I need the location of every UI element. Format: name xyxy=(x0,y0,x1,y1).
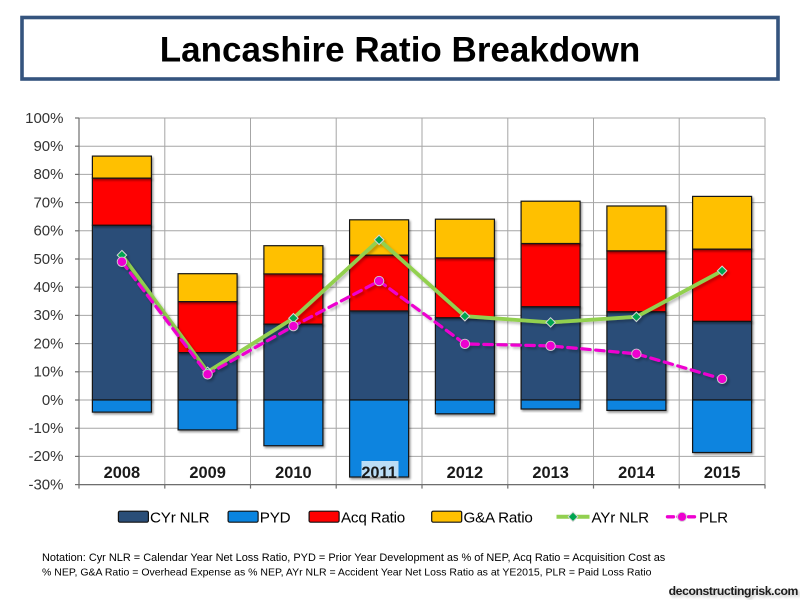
svg-text:CYr NLR: CYr NLR xyxy=(150,509,210,526)
svg-text:90%: 90% xyxy=(33,138,63,155)
svg-text:80%: 80% xyxy=(33,166,63,183)
svg-text:40%: 40% xyxy=(33,279,63,296)
svg-text:Acq Ratio: Acq Ratio xyxy=(341,509,405,526)
svg-text:2009: 2009 xyxy=(189,464,225,482)
svg-text:2010: 2010 xyxy=(275,464,311,482)
svg-text:-20%: -20% xyxy=(28,448,63,465)
svg-text:% NEP, G&A Ratio = Overhead Ex: % NEP, G&A Ratio = Overhead Expense as %… xyxy=(42,567,652,579)
svg-text:deconstructingrisk.com: deconstructingrisk.com xyxy=(669,584,799,598)
svg-text:2011: 2011 xyxy=(361,464,397,482)
svg-text:0%: 0% xyxy=(42,392,64,409)
svg-text:-10%: -10% xyxy=(28,420,63,437)
svg-text:50%: 50% xyxy=(33,251,63,268)
svg-text:2015: 2015 xyxy=(704,464,740,482)
svg-text:PLR: PLR xyxy=(699,509,728,526)
svg-text:Notation: Cyr NLR = Calendar Y: Notation: Cyr NLR = Calendar Year Net Lo… xyxy=(42,552,666,564)
svg-text:Lancashire Ratio Breakdown: Lancashire Ratio Breakdown xyxy=(160,31,640,70)
svg-text:100%: 100% xyxy=(25,110,63,127)
svg-text:G&A Ratio: G&A Ratio xyxy=(464,509,533,526)
svg-text:10%: 10% xyxy=(33,364,63,381)
svg-text:-30%: -30% xyxy=(28,476,63,493)
svg-text:60%: 60% xyxy=(33,223,63,240)
svg-text:2013: 2013 xyxy=(532,464,568,482)
svg-text:2014: 2014 xyxy=(618,464,655,482)
svg-text:30%: 30% xyxy=(33,307,63,324)
svg-text:2008: 2008 xyxy=(104,464,140,482)
svg-text:20%: 20% xyxy=(33,335,63,352)
svg-text:2012: 2012 xyxy=(447,464,483,482)
svg-text:PYD: PYD xyxy=(260,509,291,526)
svg-text:70%: 70% xyxy=(33,194,63,211)
svg-text:AYr NLR: AYr NLR xyxy=(592,509,650,526)
